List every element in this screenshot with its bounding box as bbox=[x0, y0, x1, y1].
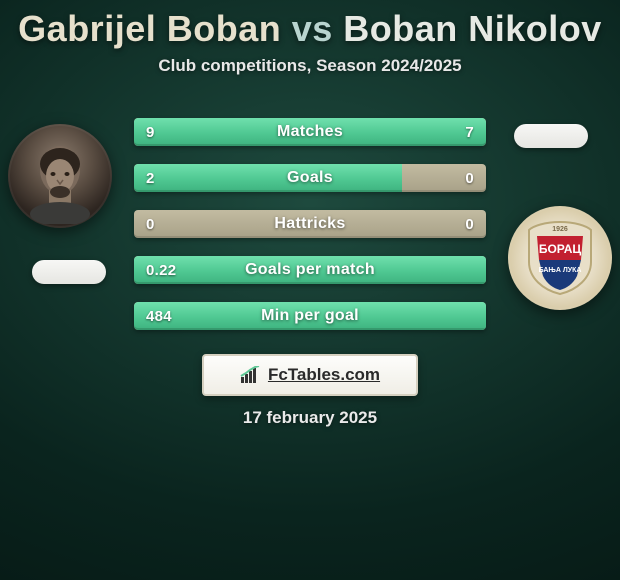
player2-crest: 1926 БОРАЦ БАЊА ЛУКА bbox=[508, 206, 612, 310]
stat-bars: 97Matches 20Goals 00Hattricks 0.22Goals per… bbox=[134, 118, 486, 348]
stat-label: Matches bbox=[134, 118, 486, 146]
player1-team-pill bbox=[32, 260, 106, 284]
player2-team-pill bbox=[514, 124, 588, 148]
svg-text:БАЊА ЛУКА: БАЊА ЛУКА bbox=[539, 267, 582, 274]
stat-row: 97Matches bbox=[134, 118, 486, 146]
page-title: Gabrijel Boban vs Boban Nikolov bbox=[0, 0, 620, 50]
stat-label: Goals per match bbox=[134, 256, 486, 284]
stat-row: 00Hattricks bbox=[134, 210, 486, 238]
player-silhouette-icon bbox=[25, 140, 95, 224]
stat-row: 20Goals bbox=[134, 164, 486, 192]
player1-avatar bbox=[8, 124, 112, 228]
comparison-stage: 1926 БОРАЦ БАЊА ЛУКА 97Matches 20Goals 00H… bbox=[0, 100, 620, 360]
player2-name: Boban Nikolov bbox=[343, 8, 602, 49]
brand-link[interactable]: FcTables.com bbox=[202, 354, 418, 396]
svg-text:БОРАЦ: БОРАЦ bbox=[539, 242, 582, 256]
stat-label: Hattricks bbox=[134, 210, 486, 238]
stat-row: 0.22Goals per match bbox=[134, 256, 486, 284]
stat-row: 484Min per goal bbox=[134, 302, 486, 330]
date-text: 17 february 2025 bbox=[0, 408, 620, 428]
stat-label: Goals bbox=[134, 164, 486, 192]
brand-text: FcTables.com bbox=[268, 365, 380, 385]
vs-text: vs bbox=[292, 8, 333, 49]
club-crest-icon: 1926 БОРАЦ БАЊА ЛУКА bbox=[523, 218, 597, 298]
brand-chart-icon bbox=[240, 366, 262, 384]
player1-name: Gabrijel Boban bbox=[18, 8, 281, 49]
svg-text:1926: 1926 bbox=[552, 226, 568, 233]
subtitle: Club competitions, Season 2024/2025 bbox=[0, 56, 620, 76]
stat-label: Min per goal bbox=[134, 302, 486, 330]
